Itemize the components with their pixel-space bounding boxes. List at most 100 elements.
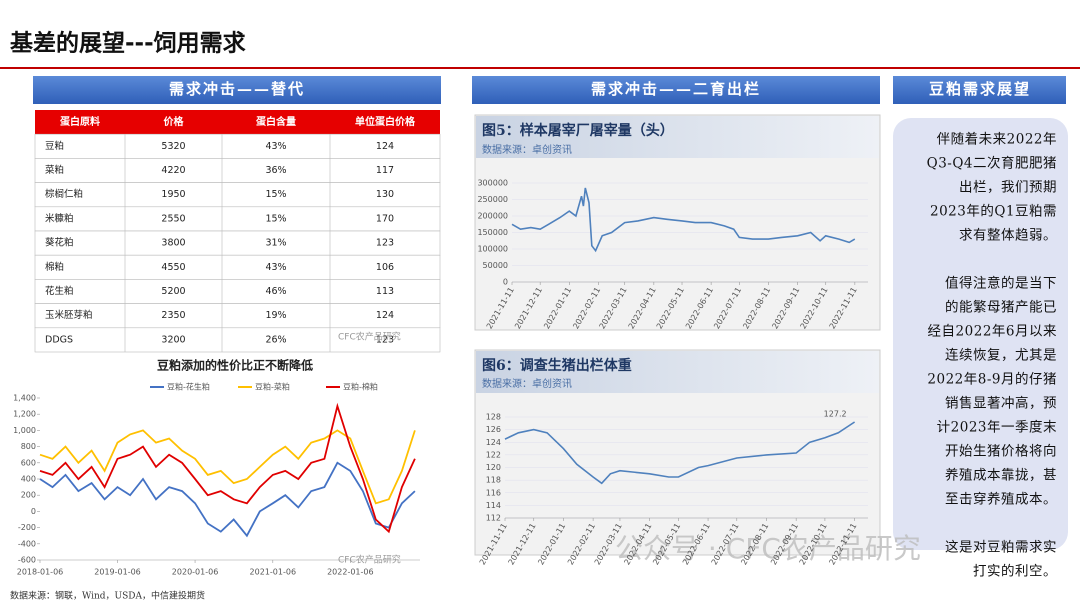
table-cell: 123 bbox=[376, 334, 394, 345]
y-tick-label: 1,200 bbox=[13, 410, 36, 419]
y-tick-label: 0 bbox=[31, 507, 36, 516]
table-cell: 26% bbox=[265, 334, 286, 345]
outlook-line: 值得注意的是当下 bbox=[945, 275, 1057, 292]
table-cell: 玉米胚芽粕 bbox=[45, 309, 93, 321]
table-cell: 43% bbox=[265, 262, 286, 273]
y-tick-label: 0 bbox=[503, 278, 508, 287]
table-row bbox=[34, 303, 441, 329]
table-header-cell: 单位蛋白价格 bbox=[355, 115, 416, 128]
section-header bbox=[33, 76, 441, 104]
footer-source: 数据来源：钢联，Wind，USDA，中信建投期货 bbox=[10, 590, 205, 602]
table-cell: 130 bbox=[376, 189, 394, 200]
section-header bbox=[893, 76, 1066, 104]
outlook-line: 经自2022年6月以来 bbox=[928, 324, 1057, 340]
table-row bbox=[34, 158, 441, 183]
y-tick-label: 122 bbox=[486, 450, 501, 459]
y-tick-label: 1,000 bbox=[13, 426, 36, 435]
table-cell: 124 bbox=[376, 141, 394, 152]
section-title: 豆粕需求展望 bbox=[929, 80, 1031, 98]
x-tick-label: 2020-01-06 bbox=[172, 568, 219, 577]
y-tick-label: 200 bbox=[21, 491, 36, 500]
y-tick-label: 118 bbox=[486, 476, 501, 485]
section-header bbox=[472, 76, 880, 104]
table-cell: 米糠粕 bbox=[45, 212, 74, 224]
y-tick-label: 1,400 bbox=[13, 394, 36, 403]
table-cell: 4550 bbox=[161, 262, 185, 273]
watermark: CFC农产品研究 bbox=[338, 554, 401, 566]
y-tick-label: 300000 bbox=[477, 179, 508, 188]
outlook-line: 伴随着未来2022年 bbox=[937, 131, 1057, 148]
x-tick-label: 2021-01-06 bbox=[250, 568, 297, 577]
outlook-line: 这是对豆粕需求实 bbox=[945, 539, 1057, 556]
table-cell: 170 bbox=[376, 213, 394, 224]
y-tick-label: 126 bbox=[486, 425, 501, 434]
y-tick-label: -200 bbox=[18, 523, 36, 532]
y-tick-label: 114 bbox=[486, 501, 501, 510]
table-cell: 123 bbox=[376, 238, 394, 249]
table-header-cell: 蛋白原料 bbox=[60, 115, 100, 128]
page-title: 基差的展望---饲用需求 bbox=[10, 30, 246, 57]
y-tick-label: 112 bbox=[486, 514, 501, 523]
outlook-box bbox=[893, 118, 1068, 550]
outlook-line: Q3-Q4二次育肥肥猪 bbox=[927, 156, 1057, 172]
table-cell: 43% bbox=[265, 141, 286, 152]
y-tick-label: 128 bbox=[486, 413, 501, 422]
y-tick-label: 100000 bbox=[477, 245, 508, 254]
table-cell: 棉粕 bbox=[45, 261, 64, 273]
y-tick-label: -400 bbox=[18, 539, 36, 548]
table-cell: 2550 bbox=[161, 213, 185, 224]
line-series bbox=[511, 187, 856, 253]
chart-title: 图5：样本屠宰厂屠宰量（头） bbox=[482, 122, 674, 139]
y-tick-label: 116 bbox=[486, 488, 501, 497]
y-tick-label: 124 bbox=[486, 438, 501, 447]
chart-title-bar bbox=[476, 116, 879, 158]
watermark: 公众号 · CFC农产品研究 bbox=[615, 532, 921, 565]
outlook-line: 2022年8-9月的仔猪 bbox=[927, 372, 1057, 388]
outlook-line: 打实的利空。 bbox=[973, 563, 1057, 580]
table-cell: 117 bbox=[376, 165, 394, 176]
table-cell: 2350 bbox=[161, 310, 185, 321]
x-tick-label: 2018-01-06 bbox=[17, 568, 64, 577]
table-cell: 106 bbox=[376, 262, 394, 273]
y-tick-label: 120 bbox=[486, 463, 501, 472]
chart-title: 豆粕添加的性价比正不断降低 bbox=[157, 358, 313, 373]
table-cell: 31% bbox=[265, 238, 286, 249]
table-cell: 菜粕 bbox=[45, 164, 64, 176]
line-series bbox=[504, 421, 856, 485]
watermark: CFC农产品研究 bbox=[338, 331, 401, 343]
outlook-line: 连续恢复，尤其是 bbox=[945, 347, 1057, 364]
table-header-cell: 蛋白含量 bbox=[256, 115, 296, 128]
section-title: 需求冲击——替代 bbox=[169, 80, 305, 98]
table-row bbox=[34, 327, 441, 353]
outlook-line: 求有整体趋弱。 bbox=[959, 228, 1057, 244]
x-tick-label: 2022-01-06 bbox=[327, 568, 374, 577]
legend-label: 豆粕-花生粕 bbox=[167, 382, 210, 392]
table-cell: 棕榈仁粕 bbox=[45, 188, 83, 200]
outlook-line: 养殖成本靠拢，甚 bbox=[945, 467, 1057, 484]
table-header-bg bbox=[35, 110, 440, 135]
table-cell: 15% bbox=[265, 189, 286, 200]
table-cell: 1950 bbox=[161, 189, 185, 200]
y-tick-label: 200000 bbox=[477, 212, 508, 221]
y-tick-label: 50000 bbox=[483, 261, 508, 270]
table-row bbox=[34, 133, 441, 159]
y-tick-label: -600 bbox=[18, 556, 36, 565]
table-cell: 4220 bbox=[161, 165, 185, 176]
chart-title-bar bbox=[476, 351, 879, 393]
table-cell: 15% bbox=[265, 213, 286, 224]
y-tick-label: 800 bbox=[21, 442, 36, 451]
table-row bbox=[34, 182, 441, 208]
table-cell: 113 bbox=[376, 286, 394, 297]
table-cell: 3200 bbox=[161, 334, 185, 345]
table-cell: 豆粕 bbox=[45, 140, 64, 152]
outlook-line: 至击穿养殖成本。 bbox=[945, 491, 1057, 508]
outlook-line: 开始生猪价格将向 bbox=[945, 444, 1057, 460]
table-header-cell: 价格 bbox=[164, 115, 185, 128]
table-cell: 葵花粕 bbox=[45, 237, 74, 249]
line-series bbox=[39, 429, 416, 505]
table-cell: 5320 bbox=[161, 141, 185, 152]
y-tick-label: 600 bbox=[21, 458, 36, 467]
